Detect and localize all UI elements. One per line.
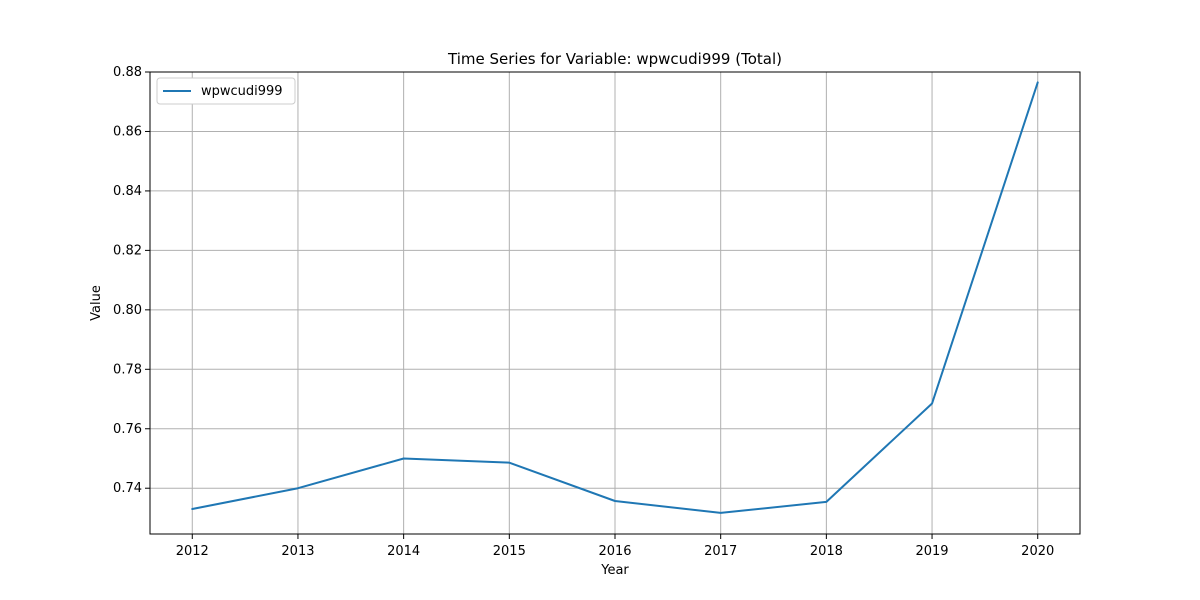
- series-layer: [191, 81, 1039, 514]
- x-tick-label: 2018: [810, 544, 843, 559]
- y-tick-label: 0.76: [113, 422, 142, 437]
- y-axis-ticks: 0.74 0.76 0.78 0.80 0.82 0.84 0.86 0.88: [113, 65, 150, 496]
- x-tick-label: 2016: [598, 544, 631, 559]
- y-tick-label: 0.88: [113, 65, 142, 80]
- y-tick-label: 0.80: [113, 303, 142, 318]
- x-tick-label: 2013: [281, 544, 314, 559]
- y-axis-label: Value: [89, 285, 104, 321]
- x-axis-label: Year: [600, 563, 629, 578]
- y-tick-label: 0.86: [113, 124, 142, 139]
- x-tick-label: 2012: [176, 544, 209, 559]
- legend-label: wpwcudi999: [201, 84, 283, 99]
- x-tick-label: 2015: [493, 544, 526, 559]
- x-tick-label: 2017: [704, 544, 737, 559]
- x-axis-ticks: 2012 2013 2014 2015 2016 2017 2018 2019 2020: [176, 534, 1054, 559]
- legend: wpwcudi999: [156, 77, 296, 105]
- x-tick-label: 2020: [1021, 544, 1054, 559]
- x-tick-label: 2019: [915, 544, 948, 559]
- y-tick-label: 0.82: [113, 243, 142, 258]
- chart-title: Time Series for Variable: wpwcudi999 (To…: [447, 50, 782, 68]
- y-tick-label: 0.78: [113, 362, 142, 377]
- legend-box: [156, 77, 296, 105]
- y-tick-label: 0.74: [113, 481, 142, 496]
- y-tick-label: 0.84: [113, 184, 142, 199]
- x-tick-label: 2014: [387, 544, 420, 559]
- grid-lines: [150, 71, 1080, 534]
